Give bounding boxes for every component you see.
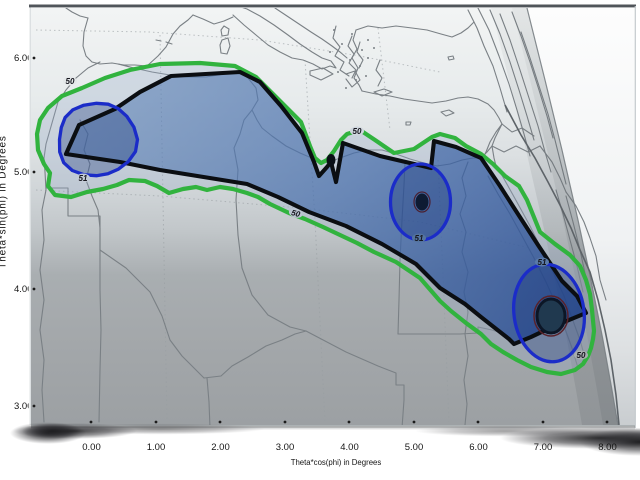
svg-text:3.00: 3.00 bbox=[14, 401, 33, 412]
svg-text:Theta*cos(phi) in Degrees: Theta*cos(phi) in Degrees bbox=[291, 458, 382, 467]
svg-text:50: 50 bbox=[290, 208, 301, 219]
svg-text:8.00: 8.00 bbox=[598, 442, 617, 453]
svg-text:7.00: 7.00 bbox=[534, 442, 553, 453]
svg-text:6.00: 6.00 bbox=[14, 53, 33, 64]
svg-text:50: 50 bbox=[66, 77, 75, 86]
svg-text:50: 50 bbox=[577, 351, 586, 360]
svg-text:51: 51 bbox=[79, 174, 88, 183]
svg-text:51: 51 bbox=[415, 234, 424, 243]
svg-text:3.00: 3.00 bbox=[276, 442, 295, 453]
svg-text:6.00: 6.00 bbox=[469, 442, 488, 453]
svg-text:5.00: 5.00 bbox=[405, 442, 424, 453]
svg-text:50: 50 bbox=[353, 127, 362, 136]
svg-text:2.00: 2.00 bbox=[211, 442, 230, 453]
svg-text:0.00: 0.00 bbox=[82, 442, 101, 453]
svg-text:4.00: 4.00 bbox=[340, 442, 359, 453]
svg-text:Theta*sin(phi) in Degrees: Theta*sin(phi) in Degrees bbox=[0, 135, 9, 268]
svg-text:4.00: 4.00 bbox=[14, 284, 33, 295]
svg-text:1.00: 1.00 bbox=[147, 442, 166, 453]
svg-text:5.00: 5.00 bbox=[14, 167, 33, 178]
svg-text:51: 51 bbox=[538, 258, 547, 267]
